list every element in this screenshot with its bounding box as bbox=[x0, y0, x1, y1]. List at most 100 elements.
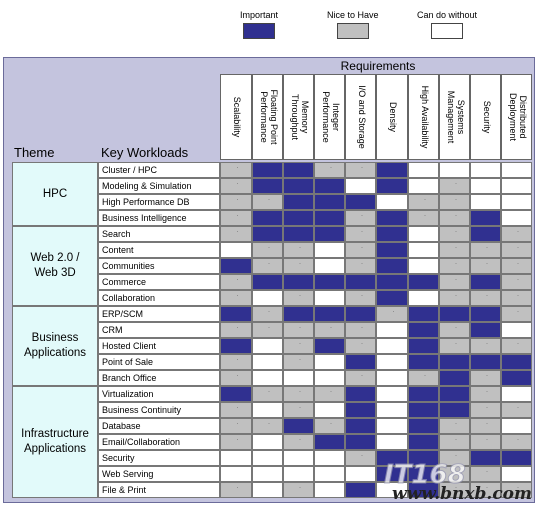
matrix-cell bbox=[345, 194, 376, 210]
matrix-cell bbox=[220, 370, 252, 386]
matrix-cell bbox=[283, 434, 314, 450]
matrix-cell bbox=[314, 306, 345, 322]
matrix-cell bbox=[376, 434, 408, 450]
matrix-cell bbox=[501, 386, 532, 402]
workload-label: Cluster / HPC bbox=[98, 162, 220, 178]
matrix-cell bbox=[408, 354, 439, 370]
matrix-cell bbox=[376, 226, 408, 242]
legend-important-swatch bbox=[243, 23, 276, 39]
workload-label: File & Print bbox=[98, 482, 220, 498]
legend-important-label: Important bbox=[240, 10, 279, 20]
matrix-cell bbox=[283, 338, 314, 354]
matrix-cell bbox=[501, 178, 532, 194]
matrix-cell bbox=[220, 418, 252, 434]
matrix-cell bbox=[470, 226, 501, 242]
matrix-cell bbox=[283, 290, 314, 306]
matrix-cell bbox=[283, 194, 314, 210]
matrix-cell bbox=[220, 322, 252, 338]
matrix-cell bbox=[376, 338, 408, 354]
matrix-cell bbox=[252, 466, 283, 482]
matrix-cell bbox=[314, 466, 345, 482]
column-header-label: Floating Point Performance bbox=[258, 89, 279, 145]
matrix-cell bbox=[314, 226, 345, 242]
matrix-cell bbox=[376, 466, 408, 482]
workload-label: Email/Collaboration bbox=[98, 434, 220, 450]
matrix-cell bbox=[220, 258, 252, 274]
matrix-cell bbox=[345, 386, 376, 402]
column-header-label: Security bbox=[481, 100, 492, 134]
matrix-cell bbox=[252, 162, 283, 178]
matrix-cell bbox=[439, 482, 470, 498]
matrix-cell bbox=[345, 466, 376, 482]
matrix-cell bbox=[314, 242, 345, 258]
matrix-cell bbox=[376, 402, 408, 418]
matrix-cell bbox=[501, 466, 532, 482]
matrix-cell bbox=[220, 242, 252, 258]
matrix-cell bbox=[345, 242, 376, 258]
matrix-cell bbox=[345, 274, 376, 290]
matrix-cell bbox=[314, 210, 345, 226]
matrix-cell bbox=[470, 194, 501, 210]
column-header: Floating Point Performance bbox=[252, 74, 283, 160]
matrix-cell bbox=[345, 354, 376, 370]
matrix-cell bbox=[501, 450, 532, 466]
matrix-cell bbox=[439, 290, 470, 306]
matrix-cell bbox=[501, 290, 532, 306]
matrix-cell bbox=[314, 402, 345, 418]
matrix-cell bbox=[408, 306, 439, 322]
matrix-cell bbox=[501, 258, 532, 274]
matrix-cell bbox=[376, 274, 408, 290]
matrix-cell bbox=[220, 290, 252, 306]
matrix-cell bbox=[283, 210, 314, 226]
matrix-cell bbox=[283, 402, 314, 418]
workload-label: High Performance DB bbox=[98, 194, 220, 210]
requirements-title: Requirements bbox=[340, 59, 416, 73]
matrix-cell bbox=[501, 338, 532, 354]
workloads-header: Key Workloads bbox=[101, 145, 189, 160]
matrix-cell bbox=[345, 418, 376, 434]
matrix-cell bbox=[252, 226, 283, 242]
matrix-cell bbox=[470, 178, 501, 194]
matrix-cell bbox=[470, 290, 501, 306]
legend-nice-label: Nice to Have bbox=[327, 10, 379, 20]
matrix-cell bbox=[439, 274, 470, 290]
matrix-cell bbox=[345, 226, 376, 242]
matrix-cell bbox=[439, 354, 470, 370]
matrix-cell bbox=[252, 178, 283, 194]
matrix-cell bbox=[220, 162, 252, 178]
matrix-cell bbox=[501, 434, 532, 450]
matrix-cell bbox=[345, 162, 376, 178]
workload-label: Search bbox=[98, 226, 220, 242]
matrix-cell bbox=[408, 162, 439, 178]
matrix-cell bbox=[376, 162, 408, 178]
theme-label: HPC bbox=[12, 162, 98, 226]
matrix-cell bbox=[470, 386, 501, 402]
matrix-cell bbox=[283, 370, 314, 386]
column-header-label: Systems Management bbox=[445, 90, 466, 144]
matrix-cell bbox=[439, 306, 470, 322]
matrix-cell bbox=[345, 322, 376, 338]
theme-header: Theme bbox=[14, 145, 55, 160]
matrix-cell bbox=[314, 258, 345, 274]
matrix-cell bbox=[252, 210, 283, 226]
matrix-cell bbox=[283, 466, 314, 482]
matrix-cell bbox=[408, 418, 439, 434]
matrix-cell bbox=[439, 418, 470, 434]
matrix-cell bbox=[408, 178, 439, 194]
watermark-logo-icon: IT168 bbox=[384, 460, 467, 490]
workload-label: Security bbox=[98, 450, 220, 466]
matrix-cell bbox=[345, 338, 376, 354]
legend-nice: Nice to Have bbox=[327, 10, 379, 39]
column-header: High Availability bbox=[408, 74, 439, 160]
matrix-cell bbox=[283, 306, 314, 322]
workload-label: Virtualization bbox=[98, 386, 220, 402]
column-header-label: Distributed Deployment bbox=[507, 92, 528, 142]
matrix-cell bbox=[220, 402, 252, 418]
column-header-label: Scalability bbox=[231, 96, 242, 138]
matrix-cell bbox=[345, 210, 376, 226]
matrix-cell bbox=[408, 338, 439, 354]
matrix-cell bbox=[220, 482, 252, 498]
column-header-label: High Availability bbox=[419, 85, 430, 149]
matrix-cell bbox=[314, 386, 345, 402]
matrix-cell bbox=[501, 322, 532, 338]
